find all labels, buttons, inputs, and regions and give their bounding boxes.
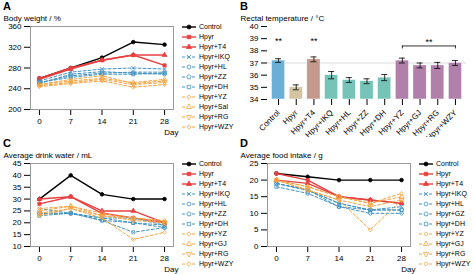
svg-text:0: 0 [254, 242, 259, 251]
svg-text:15: 15 [13, 230, 22, 239]
svg-text:**: ** [275, 36, 283, 46]
svg-text:28: 28 [160, 254, 169, 263]
html-text:Hpyr: Hpyr [199, 170, 214, 177]
svg-text:39: 39 [250, 34, 259, 43]
svg-text:21: 21 [129, 117, 138, 126]
html-text:Hpyr+WZY: Hpyr+WZY [436, 260, 471, 267]
html-text:D: D [240, 137, 248, 149]
html-text:Hpyr+GJ: Hpyr+GJ [436, 240, 464, 247]
svg-text:Day: Day [164, 265, 178, 274]
html-text:Hpyr+HL: Hpyr+HL [199, 63, 227, 70]
html-text:Hpyr+HL: Hpyr+HL [199, 200, 227, 207]
svg-text:360: 360 [8, 22, 22, 31]
svg-text:21: 21 [129, 254, 138, 263]
svg-text:34: 34 [250, 95, 259, 104]
html-text:Hpyr+WZY: Hpyr+WZY [199, 123, 234, 130]
svg-text:Control: Control [257, 108, 282, 133]
svg-text:200: 200 [8, 105, 22, 114]
html-text:Hpyr: Hpyr [436, 170, 451, 177]
html-text:Hpyr+YZ: Hpyr+YZ [199, 93, 227, 100]
svg-text:7: 7 [68, 254, 73, 263]
svg-text:7: 7 [305, 254, 310, 263]
html-text:Hpyr+IKQ: Hpyr+IKQ [199, 53, 230, 60]
svg-text:280: 280 [8, 64, 22, 73]
html-text:Control: Control [199, 23, 222, 30]
svg-text:0: 0 [37, 117, 42, 126]
html-text:Control: Control [199, 160, 222, 167]
svg-text:35: 35 [250, 83, 259, 92]
html-text:Hpyr: Hpyr [199, 33, 214, 40]
svg-text:28: 28 [160, 117, 169, 126]
svg-text:15: 15 [250, 192, 259, 201]
html-text:Hpyr+HL: Hpyr+HL [436, 200, 464, 207]
html-text:Hpyr+ZZ: Hpyr+ZZ [199, 210, 227, 217]
svg-text:28: 28 [397, 254, 406, 263]
svg-text:36: 36 [250, 71, 259, 80]
svg-text:40: 40 [13, 171, 22, 180]
svg-text:**: ** [310, 36, 318, 46]
svg-text:20: 20 [13, 218, 22, 227]
svg-text:40: 40 [250, 22, 259, 31]
svg-text:25: 25 [13, 206, 22, 215]
html-text:Hpyr+DH: Hpyr+DH [436, 220, 465, 227]
svg-text:10: 10 [13, 242, 22, 251]
svg-text:320: 320 [8, 43, 22, 52]
svg-text:Day: Day [164, 128, 178, 137]
svg-text:240: 240 [8, 84, 22, 93]
html-text:B: B [240, 0, 248, 12]
svg-text:35: 35 [13, 183, 22, 192]
html-text:Hpyr+T4: Hpyr+T4 [199, 180, 226, 187]
svg-text:14: 14 [98, 117, 107, 126]
svg-text:Hpyr+T4: Hpyr+T4 [288, 108, 318, 137]
svg-text:Rectal temperature / °C: Rectal temperature / °C [241, 14, 325, 23]
svg-text:0: 0 [37, 254, 42, 263]
html-text:Control: Control [436, 160, 459, 167]
html-text:Hpyr+DH: Hpyr+DH [199, 83, 228, 90]
svg-text:14: 14 [335, 254, 344, 263]
svg-text:20: 20 [250, 176, 259, 185]
svg-text:7: 7 [68, 117, 73, 126]
svg-text:Day: Day [401, 265, 415, 274]
svg-text:10: 10 [250, 209, 259, 218]
svg-text:Average food intake / g: Average food intake / g [241, 151, 323, 160]
svg-text:5: 5 [254, 225, 259, 234]
html-text:Hpyr+IKQ: Hpyr+IKQ [436, 190, 467, 197]
svg-text:14: 14 [98, 254, 107, 263]
svg-text:30: 30 [13, 195, 22, 204]
svg-text:45: 45 [13, 159, 22, 168]
html-text:Hpyr+DH: Hpyr+DH [199, 220, 228, 227]
html-text:Hpyr+RG: Hpyr+RG [199, 113, 229, 120]
svg-text:Hpyr+ZZ: Hpyr+ZZ [341, 108, 371, 137]
svg-text:0: 0 [274, 254, 279, 263]
svg-text:Hpyr: Hpyr [281, 108, 300, 127]
html-text:Hpyr+GZ: Hpyr+GZ [436, 210, 465, 217]
html-text:Hpyr+RG: Hpyr+RG [199, 250, 229, 257]
html-text:Hpyr+T4: Hpyr+T4 [199, 43, 226, 50]
html-text:Hpyr+YZ: Hpyr+YZ [436, 230, 464, 237]
html-text:A: A [3, 0, 11, 12]
html-text:Hpyr+GJ: Hpyr+GJ [199, 240, 227, 247]
html-text:Hpyr+ZZ: Hpyr+ZZ [199, 73, 227, 80]
svg-text:Body weight / %: Body weight / % [4, 14, 61, 23]
html-text:Hpyr+WZY: Hpyr+WZY [199, 260, 234, 267]
html-text:Hpyr+IKQ: Hpyr+IKQ [199, 190, 230, 197]
svg-text:38: 38 [250, 46, 259, 55]
svg-text:37: 37 [250, 59, 259, 68]
html-text:Hpyr+RG: Hpyr+RG [436, 250, 466, 257]
svg-text:**: ** [425, 37, 433, 47]
svg-text:Average drink water / mL: Average drink water / mL [4, 151, 93, 160]
svg-text:21: 21 [366, 254, 375, 263]
html-text:Hpyr+Sal: Hpyr+Sal [199, 103, 228, 110]
html-text:Hpyr+T4: Hpyr+T4 [436, 180, 463, 187]
html-text:Hpyr+YZ: Hpyr+YZ [199, 230, 227, 237]
svg-text:Hpyr+WZY: Hpyr+WZY [424, 108, 459, 137]
svg-text:25: 25 [250, 159, 259, 168]
html-text:C: C [3, 137, 11, 149]
